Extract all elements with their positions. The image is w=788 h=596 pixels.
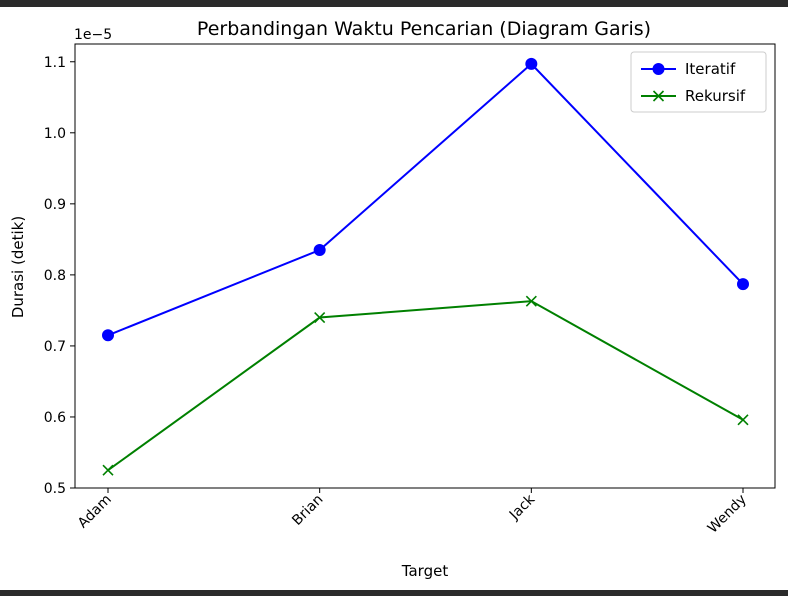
- legend-marker-rekursif: [652, 90, 665, 102]
- data-point-rekursif: [314, 311, 326, 324]
- y-tick-label: 0.5: [44, 481, 66, 497]
- y-tick-label: 0.8: [44, 268, 66, 284]
- data-point-iteratif: [737, 278, 749, 291]
- y-offset-label: 1e−5: [74, 27, 112, 43]
- legend: Iteratif Rekursif: [630, 51, 767, 113]
- y-tick-label: 1.1: [44, 55, 66, 71]
- series-rekursif: [102, 295, 749, 476]
- y-tick-label: 0.9: [44, 197, 66, 213]
- legend-label-rekursif: Rekursif: [685, 87, 746, 105]
- plot-area: [74, 43, 776, 489]
- y-tick-label: 0.7: [44, 339, 66, 355]
- x-tick-label: Wendy: [705, 492, 750, 537]
- x-tick-label: Jack: [506, 491, 539, 524]
- data-point-iteratif: [102, 329, 114, 342]
- series-line-rekursif: [107, 300, 744, 472]
- series-line-iteratif: [107, 62, 744, 337]
- chart-title: Perbandingan Waktu Pencarian (Diagram Ga…: [197, 18, 651, 40]
- y-axis-label: Durasi (detik): [9, 216, 27, 318]
- x-axis-label: Target: [401, 562, 449, 580]
- y-tick-label: 1.0: [44, 126, 66, 142]
- data-point-iteratif: [313, 244, 326, 257]
- series-iteratif: [102, 57, 749, 342]
- x-tick-label: Brian: [289, 492, 326, 529]
- data-point-rekursif: [102, 464, 114, 476]
- data-point-rekursif: [737, 414, 749, 426]
- data-point-rekursif: [525, 295, 537, 307]
- y-tick-label: 0.6: [44, 410, 66, 426]
- x-tick-label: Adam: [75, 492, 115, 532]
- data-point-iteratif: [525, 57, 538, 70]
- legend-label-iteratif: Iteratif: [685, 60, 736, 78]
- legend-marker-iteratif: [652, 63, 665, 75]
